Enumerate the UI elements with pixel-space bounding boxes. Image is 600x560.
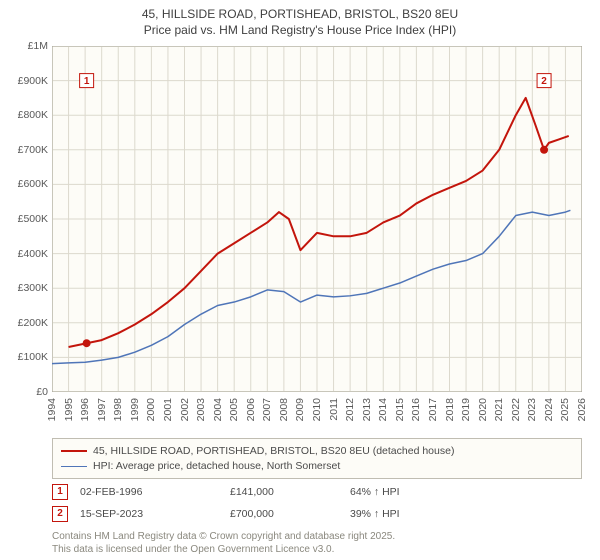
x-tick-label: 2016 — [410, 398, 422, 421]
x-tick-label: 2004 — [212, 398, 224, 421]
legend-label-hpi: HPI: Average price, detached house, Nort… — [93, 459, 340, 474]
sale-date-2: 15-SEP-2023 — [80, 508, 230, 520]
sale-marker-number: 2 — [541, 76, 547, 87]
x-tick-label: 2015 — [394, 398, 406, 421]
attribution-line-2: This data is licensed under the Open Gov… — [52, 543, 582, 556]
x-tick-label: 2014 — [377, 398, 389, 421]
x-tick-label: 2011 — [328, 398, 340, 421]
sale-row-1: 1 02-FEB-1996 £141,000 64% ↑ HPI — [52, 484, 582, 500]
x-tick-label: 2018 — [444, 398, 456, 421]
x-tick-label: 2003 — [195, 398, 207, 421]
y-tick-label: £200K — [18, 317, 48, 329]
legend-item-price-paid: 45, HILLSIDE ROAD, PORTISHEAD, BRISTOL, … — [61, 444, 573, 459]
x-tick-label: 1995 — [63, 398, 75, 421]
x-axis-labels: 1994199519961997199819992000200120022003… — [52, 394, 582, 434]
x-tick-label: 1999 — [129, 398, 141, 421]
x-tick-label: 1994 — [46, 398, 58, 421]
x-tick-label: 2025 — [559, 398, 571, 421]
chart-container: { "title": { "line1": "45, HILLSIDE ROAD… — [0, 0, 600, 560]
x-tick-label: 2012 — [344, 398, 356, 421]
y-tick-label: £600K — [18, 178, 48, 190]
legend-label-price-paid: 45, HILLSIDE ROAD, PORTISHEAD, BRISTOL, … — [93, 444, 454, 459]
x-tick-label: 2002 — [179, 398, 191, 421]
y-axis-labels: £0£100K£200K£300K£400K£500K£600K£700K£80… — [0, 46, 52, 392]
x-tick-label: 1998 — [112, 398, 124, 421]
attribution-line-1: Contains HM Land Registry data © Crown c… — [52, 530, 582, 543]
x-tick-label: 2013 — [361, 398, 373, 421]
sale-delta-2: 39% ↑ HPI — [350, 508, 582, 520]
series-line-hpi — [52, 210, 570, 363]
sale-price-2: £700,000 — [230, 508, 350, 520]
legend-item-hpi: HPI: Average price, detached house, Nort… — [61, 459, 573, 474]
x-tick-label: 2006 — [245, 398, 257, 421]
x-tick-label: 2019 — [460, 398, 472, 421]
x-tick-label: 2020 — [477, 398, 489, 421]
x-tick-label: 2010 — [311, 398, 323, 421]
legend: 45, HILLSIDE ROAD, PORTISHEAD, BRISTOL, … — [52, 438, 582, 479]
x-tick-label: 2026 — [576, 398, 588, 421]
sale-marker-2: 2 — [52, 506, 68, 522]
sale-date-1: 02-FEB-1996 — [80, 486, 230, 498]
legend-swatch-price-paid — [61, 450, 87, 452]
sale-marker-dot — [540, 146, 548, 154]
x-tick-label: 2005 — [228, 398, 240, 421]
sale-marker-number: 1 — [84, 76, 90, 87]
x-tick-label: 1997 — [96, 398, 108, 421]
x-tick-label: 2024 — [543, 398, 555, 421]
y-tick-label: £400K — [18, 248, 48, 260]
sale-price-1: £141,000 — [230, 486, 350, 498]
x-tick-label: 1996 — [79, 398, 91, 421]
x-tick-label: 2001 — [162, 398, 174, 421]
y-tick-label: £300K — [18, 282, 48, 294]
y-tick-label: £1M — [28, 40, 48, 52]
y-tick-label: £100K — [18, 351, 48, 363]
x-tick-label: 2009 — [294, 398, 306, 421]
y-tick-label: £700K — [18, 144, 48, 156]
attribution: Contains HM Land Registry data © Crown c… — [52, 530, 582, 556]
sale-row-2: 2 15-SEP-2023 £700,000 39% ↑ HPI — [52, 506, 582, 522]
x-tick-label: 2021 — [493, 398, 505, 421]
chart-title: 45, HILLSIDE ROAD, PORTISHEAD, BRISTOL, … — [0, 0, 600, 38]
title-line-2: Price paid vs. HM Land Registry's House … — [0, 22, 600, 38]
x-tick-label: 2007 — [261, 398, 273, 421]
y-tick-label: £0 — [36, 386, 48, 398]
y-tick-label: £500K — [18, 213, 48, 225]
x-tick-label: 2017 — [427, 398, 439, 421]
y-tick-label: £900K — [18, 75, 48, 87]
title-line-1: 45, HILLSIDE ROAD, PORTISHEAD, BRISTOL, … — [0, 6, 600, 22]
plot-area: 12 — [52, 46, 582, 392]
y-tick-label: £800K — [18, 109, 48, 121]
sale-marker-1: 1 — [52, 484, 68, 500]
x-tick-label: 2000 — [145, 398, 157, 421]
plot-svg: 12 — [52, 46, 582, 392]
series-line-price_paid — [69, 98, 569, 347]
x-tick-label: 2023 — [526, 398, 538, 421]
x-tick-label: 2022 — [510, 398, 522, 421]
x-tick-label: 2008 — [278, 398, 290, 421]
sale-marker-dot — [83, 339, 91, 347]
sale-delta-1: 64% ↑ HPI — [350, 486, 582, 498]
legend-swatch-hpi — [61, 466, 87, 467]
